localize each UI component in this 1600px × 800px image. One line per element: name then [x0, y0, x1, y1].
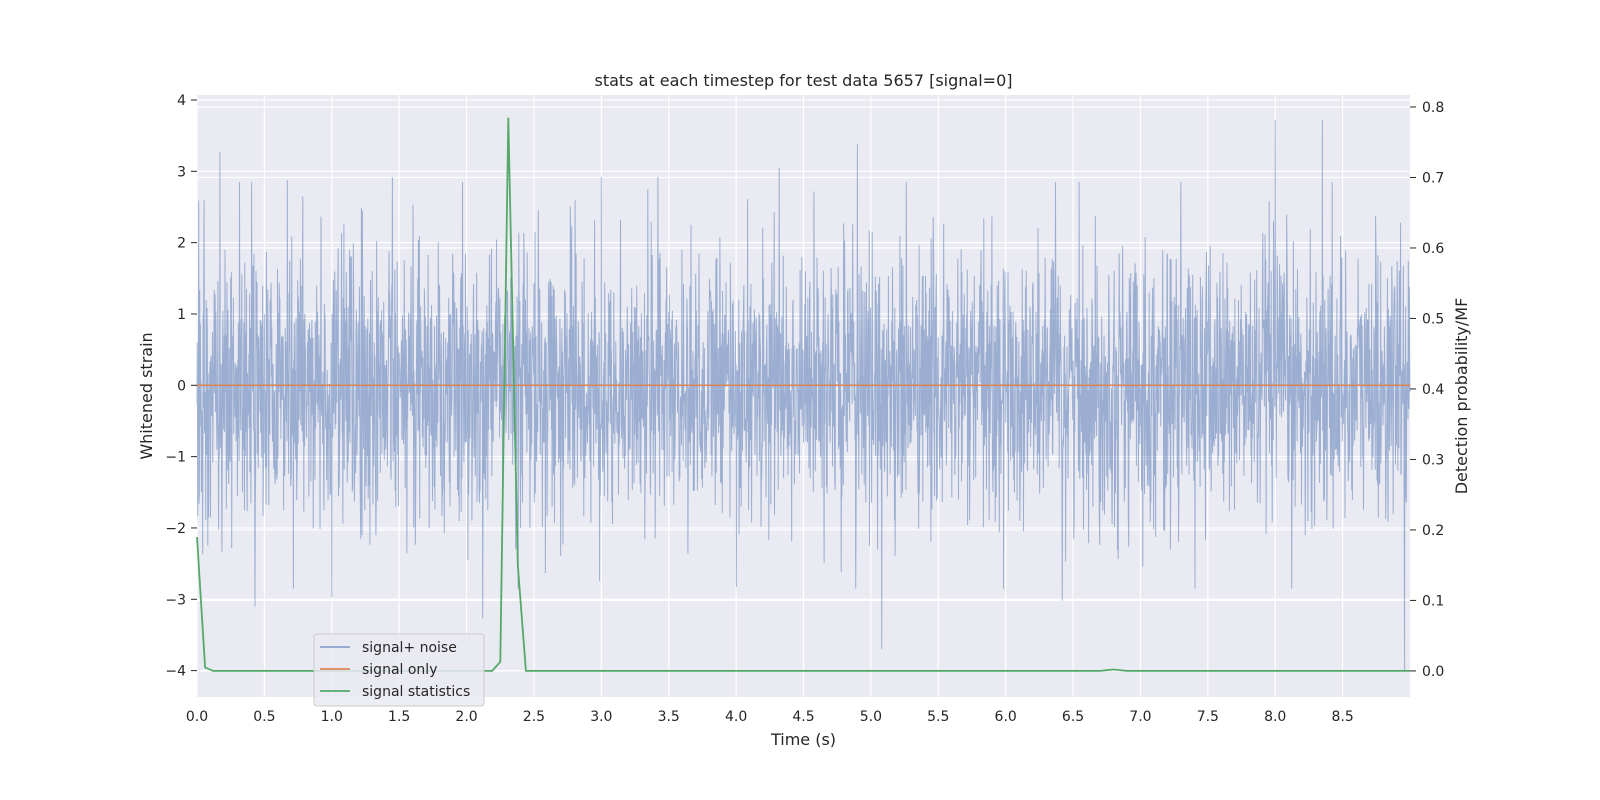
y-tick-label: −3: [165, 592, 186, 608]
x-tick-label: 3.0: [590, 709, 612, 725]
x-tick-label: 5.0: [860, 709, 882, 725]
y2-tick-label: 0.2: [1422, 523, 1444, 539]
y2-tick-label: 0.4: [1422, 382, 1444, 398]
y-axis-ticks: 4 3 2 1 0 −1 −2 −3 −4: [165, 93, 197, 680]
y-tick-label: −4: [165, 664, 186, 680]
x-tick-label: 4.0: [725, 709, 747, 725]
x-tick-label: 4.5: [792, 709, 814, 725]
x-axis-ticks: 0.0 0.5 1.0 1.5 2.0 2.5 3.0 3.5 4.0 4.5 5.0 5.5 6.0 6…: [186, 709, 1354, 725]
y2-tick-label: 0.1: [1422, 593, 1444, 609]
y-tick-label: 3: [177, 164, 186, 180]
x-tick-label: 2.5: [523, 709, 545, 725]
x-tick-label: 2.0: [455, 709, 477, 725]
y-tick-label: 0: [177, 378, 186, 394]
y2-axis-label: Detection probability/MF: [1452, 298, 1471, 495]
legend-label-signal-noise: signal+ noise: [362, 640, 457, 656]
x-tick-label: 7.0: [1129, 709, 1151, 725]
chart-title: stats at each timestep for test data 565…: [594, 71, 1012, 90]
y-tick-label: −2: [165, 521, 186, 537]
y-tick-label: 2: [177, 236, 186, 252]
x-tick-label: 1.5: [388, 709, 410, 725]
x-tick-label: 8.0: [1264, 709, 1286, 725]
x-axis-label: Time (s): [770, 730, 836, 749]
y-tick-label: 1: [177, 307, 186, 323]
x-tick-label: 7.5: [1197, 709, 1219, 725]
y-tick-label: 4: [177, 93, 186, 109]
y2-tick-label: 0.5: [1422, 311, 1444, 327]
y2-tick-label: 0.3: [1422, 452, 1444, 468]
legend-label-signal-statistics: signal statistics: [362, 684, 470, 700]
x-tick-label: 0.5: [253, 709, 275, 725]
y-tick-label: −1: [165, 450, 186, 466]
series-line-signal-noise: [196, 119, 1411, 671]
signal-noise-series: [196, 119, 1411, 671]
y2-tick-label: 0.8: [1422, 100, 1444, 116]
x-tick-label: 8.5: [1331, 709, 1353, 725]
x-tick-label: 6.5: [1062, 709, 1084, 725]
y2-tick-label: 0.0: [1422, 664, 1444, 680]
legend: signal+ noise signal only signal statist…: [313, 633, 485, 707]
x-tick-label: 6.0: [995, 709, 1017, 725]
x-tick-label: 1.0: [321, 709, 343, 725]
y2-tick-label: 0.6: [1422, 241, 1444, 257]
y2-tick-label: 0.7: [1422, 170, 1444, 186]
x-tick-label: 3.5: [658, 709, 680, 725]
x-tick-label: 0.0: [186, 709, 208, 725]
legend-label-signal-only: signal only: [362, 662, 437, 678]
x-tick-label: 5.5: [927, 709, 949, 725]
y2-axis-ticks: 0.8 0.7 0.6 0.5 0.4 0.3 0.2 0.1 0.0: [1410, 100, 1444, 680]
y-axis-label: Whitened strain: [137, 332, 156, 459]
legend-box: [313, 633, 485, 707]
